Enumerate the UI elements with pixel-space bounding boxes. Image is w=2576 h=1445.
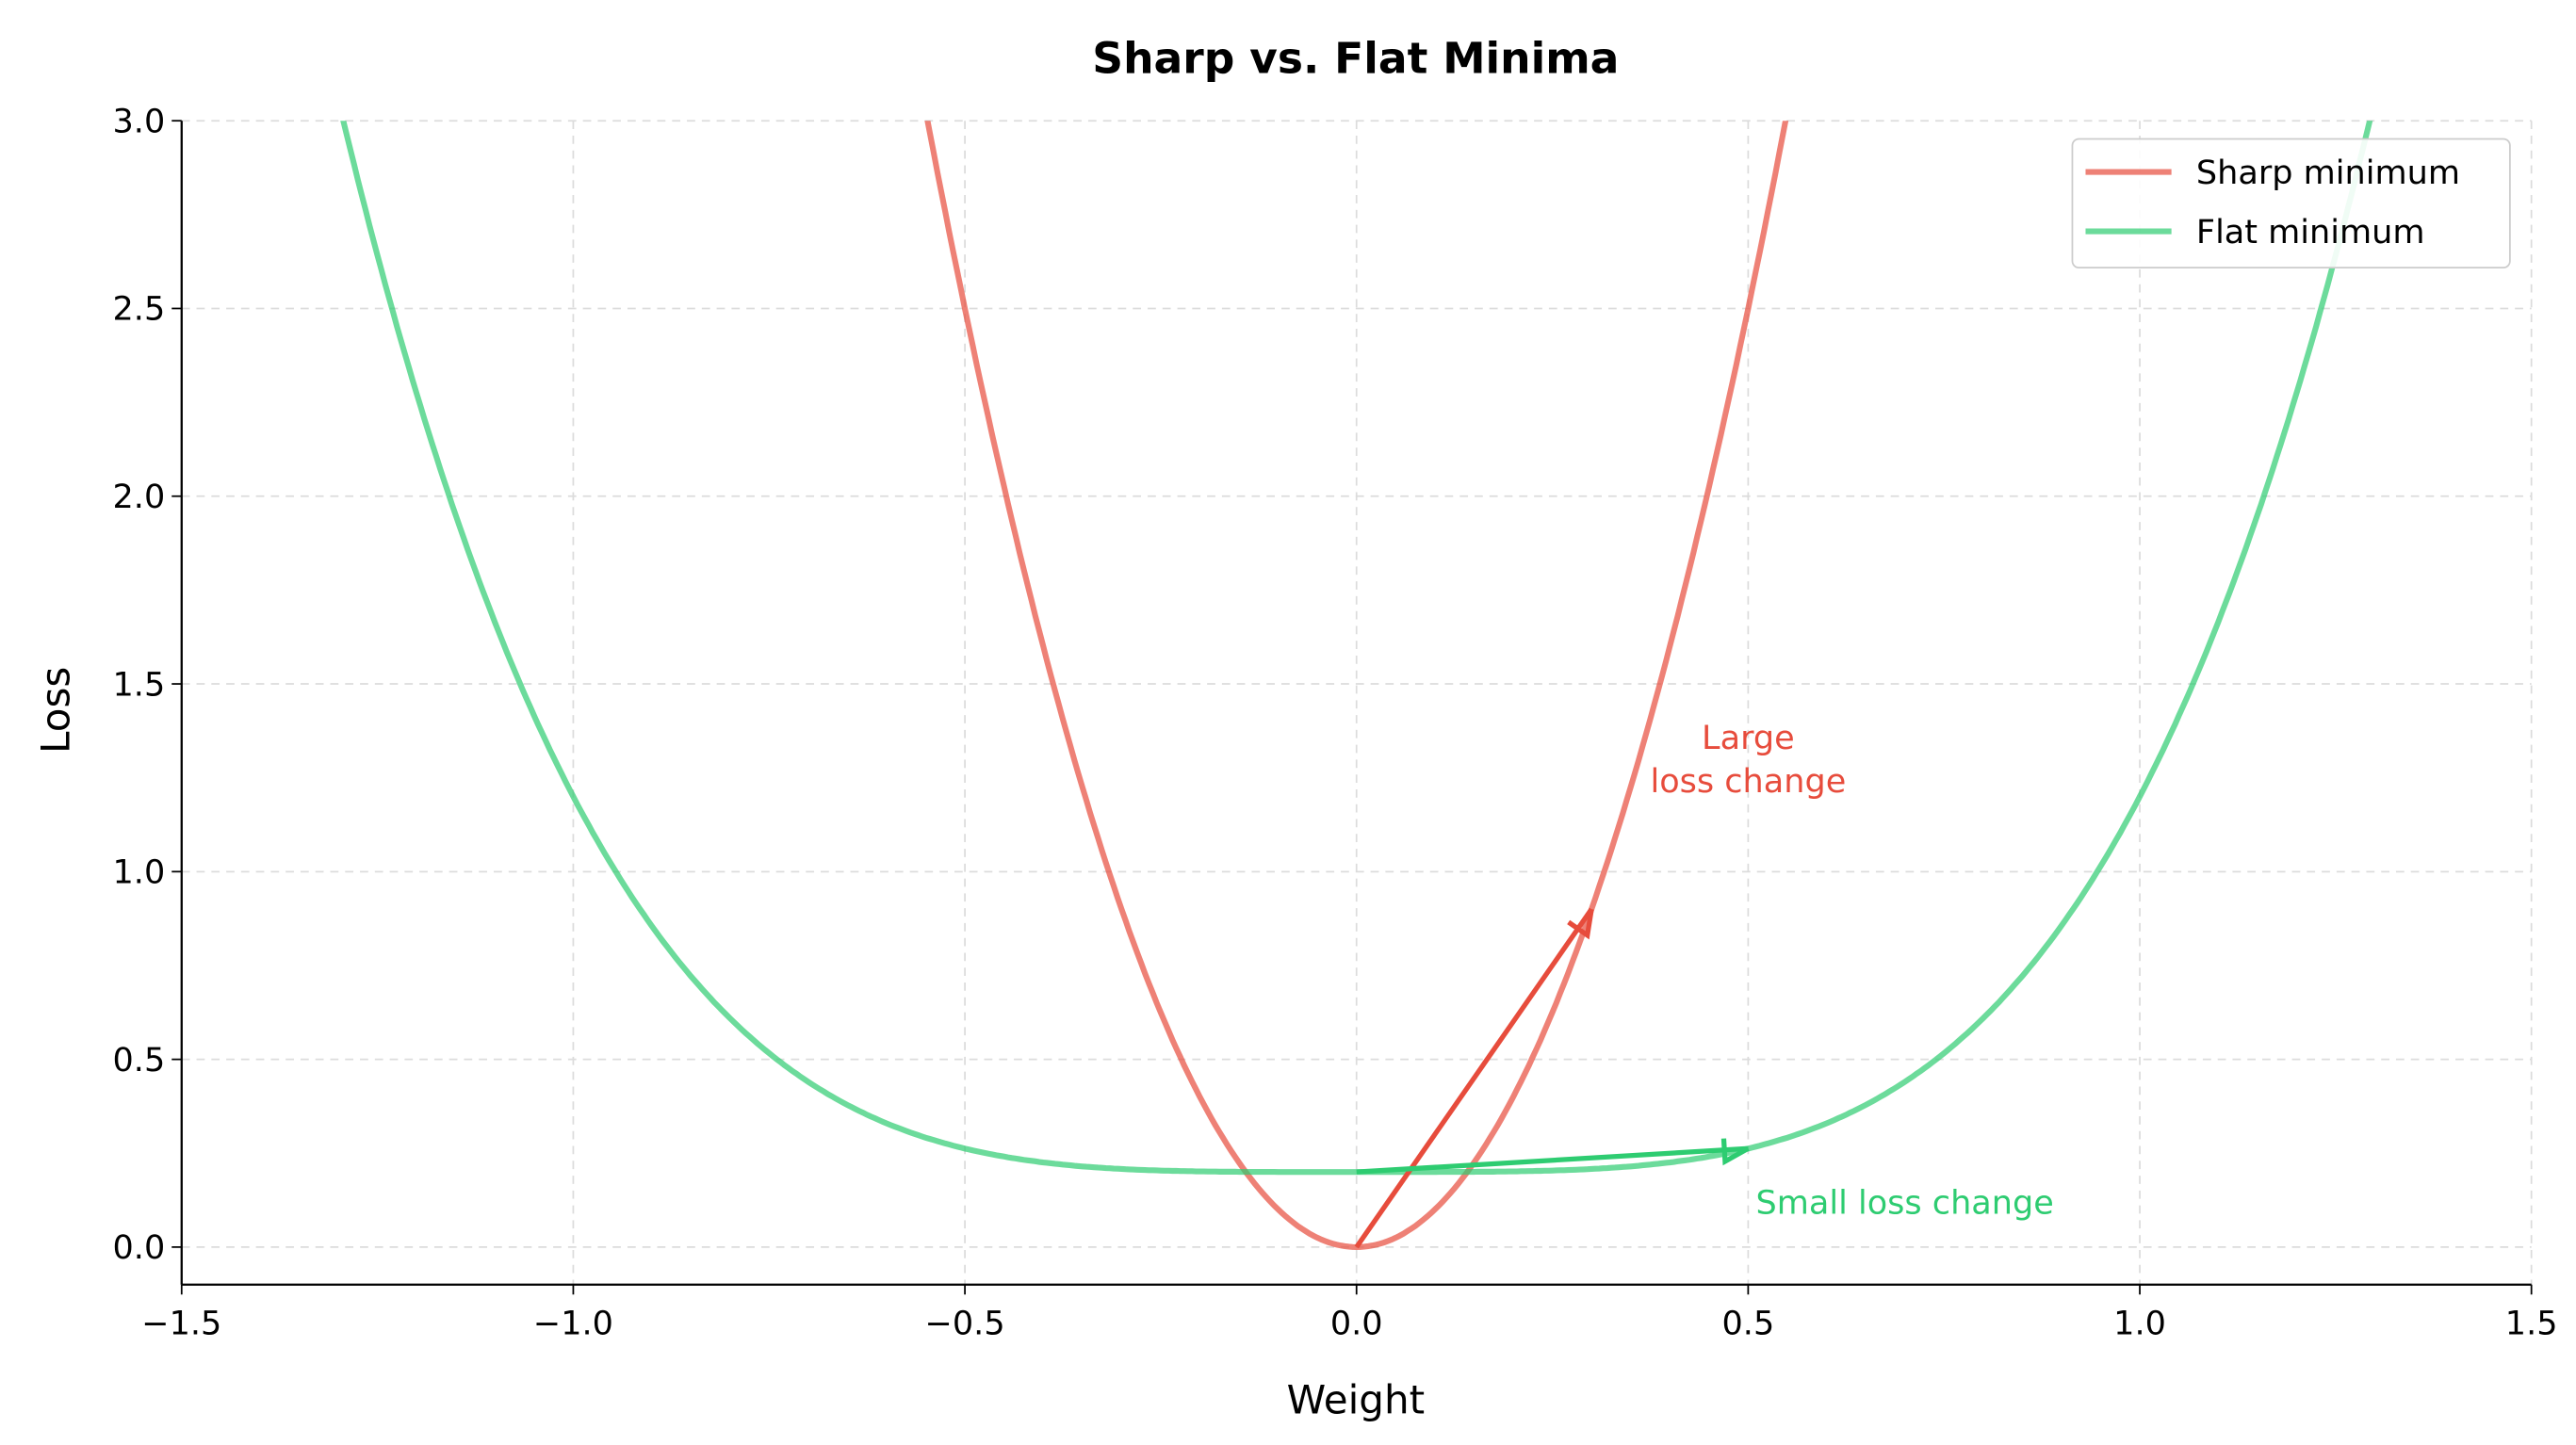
y-tick-label: 0.0 bbox=[113, 1228, 166, 1267]
y-tick-label: 1.5 bbox=[113, 665, 166, 704]
y-tick-label: 3.0 bbox=[113, 102, 166, 140]
chart-title: Sharp vs. Flat Minima bbox=[1092, 33, 1619, 83]
x-tick-label: 1.0 bbox=[2113, 1304, 2166, 1342]
x-tick-label: 1.5 bbox=[2505, 1304, 2558, 1342]
flat-minimum-line bbox=[340, 121, 2373, 1176]
y-tick-label: 0.5 bbox=[113, 1041, 166, 1080]
y-axis-label: Loss bbox=[33, 667, 79, 754]
x-tick-label: −0.5 bbox=[925, 1304, 1005, 1342]
legend-label-flat: Flat minimum bbox=[2196, 213, 2425, 252]
annotation-arrows bbox=[1354, 907, 1750, 1249]
annotation-arrow-head bbox=[1720, 1138, 1750, 1166]
x-tick-label: −1.0 bbox=[533, 1304, 613, 1342]
annotations: Large loss change Small loss change bbox=[1650, 719, 2053, 1222]
annotation-text: Small loss change bbox=[1755, 1183, 2053, 1222]
x-ticks: −1.5 −1.0 −0.5 0.0 0.5 1.0 1.5 bbox=[141, 1284, 2558, 1342]
x-tick-label: 0.0 bbox=[1330, 1304, 1383, 1342]
annotation-arrow-head bbox=[1567, 908, 1594, 940]
legend: Sharp minimum Flat minimum bbox=[2071, 138, 2511, 269]
legend-box bbox=[2071, 138, 2511, 269]
annotation-text: loss change bbox=[1650, 762, 1846, 801]
y-ticks: 0.0 0.5 1.0 1.5 2.0 2.5 3.0 bbox=[113, 102, 182, 1267]
annotation-arrow-shaft bbox=[1356, 1145, 1749, 1175]
legend-label-sharp: Sharp minimum bbox=[2196, 154, 2460, 192]
annotation-arrow-shaft bbox=[1354, 907, 1594, 1249]
y-tick-label: 1.0 bbox=[113, 853, 166, 892]
x-tick-label: 0.5 bbox=[1722, 1304, 1775, 1342]
x-axis-label: Weight bbox=[1287, 1376, 1426, 1422]
curves bbox=[340, 121, 2373, 1251]
y-tick-label: 2.5 bbox=[113, 290, 166, 329]
grid bbox=[180, 120, 2533, 1285]
y-tick-label: 2.0 bbox=[113, 478, 166, 516]
x-tick-label: −1.5 bbox=[141, 1304, 221, 1342]
sharp-minimum-line bbox=[924, 121, 1789, 1251]
annotation-text: Large bbox=[1702, 719, 1795, 757]
